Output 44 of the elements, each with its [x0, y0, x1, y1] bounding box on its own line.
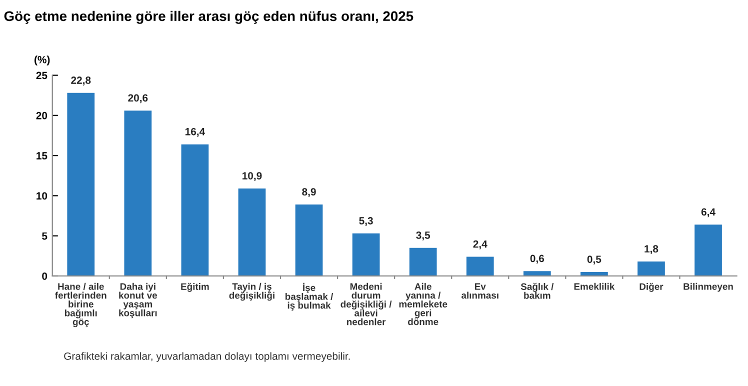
data-label: 22,8 [71, 76, 91, 86]
x-tick-label: Medeni durum değişikliği / ailevi nedenler [340, 282, 392, 326]
bar [466, 256, 494, 276]
bar [409, 248, 437, 276]
bar [124, 110, 152, 276]
data-label: 20,6 [128, 94, 148, 104]
x-tick-label: Daha iyi konut ve yaşam koşulları [119, 282, 158, 318]
data-label: 6,4 [701, 208, 716, 218]
data-label: 16,4 [185, 128, 206, 137]
data-label: 0,5 [587, 256, 602, 264]
data-label: 5,3 [359, 217, 373, 226]
data-label: 1,8 [644, 245, 658, 254]
data-label: 0,6 [530, 254, 544, 264]
y-tick-label: 15 [36, 152, 48, 160]
x-tick-label: Diğer [640, 282, 664, 292]
bar [67, 92, 95, 276]
x-tick-label: İşe başlamak / iş bulmak [285, 282, 334, 311]
data-label: 10,9 [242, 172, 262, 181]
bar [523, 271, 551, 276]
bar [694, 224, 722, 276]
data-label: 3,5 [416, 232, 430, 240]
y-tick-label: 5 [42, 232, 48, 240]
bar [295, 204, 323, 276]
x-tick-label: Eğitim [181, 282, 209, 292]
x-tick-label: Sağlık / bakım [520, 282, 554, 299]
x-tick-label: Hane / aile fertlerinden birine bağımlı göç [55, 282, 106, 328]
y-tick-label: 0 [42, 272, 48, 280]
bar [181, 144, 209, 276]
y-tick-label: 25 [36, 72, 48, 80]
x-tick-label: Aile yanına / memlekete geri dönme [399, 282, 448, 326]
data-label: 8,9 [302, 188, 316, 198]
data-label: 2,4 [473, 240, 488, 250]
y-tick-label: 10 [36, 192, 48, 200]
x-tick-label: Tayin / iş değişikliği [229, 282, 274, 301]
y-axis-title: (%) [34, 56, 50, 66]
y-tick-label: 20 [36, 112, 48, 120]
x-tick-label: Bilinmeyen [684, 282, 733, 292]
bar [352, 233, 380, 276]
text: Grafikteki rakamlar, yuvarlamadan dolayı toplamı vermeyebilir. [64, 352, 350, 362]
bar [238, 188, 266, 276]
chart-title: Göç etme nedenine göre iller arası göç eden nüfus oranı, 2025 [4, 10, 414, 24]
bar [638, 262, 665, 276]
x-tick-label: Ev alınması [462, 283, 498, 299]
x-tick-label: Emeklilik [574, 282, 615, 290]
